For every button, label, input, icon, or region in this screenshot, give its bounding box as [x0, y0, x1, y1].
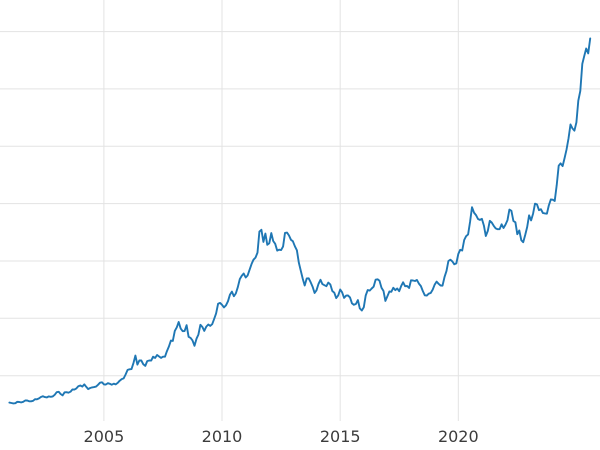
price-series-line [8, 37, 592, 405]
x-tick-label: 2010 [202, 427, 243, 446]
x-tick-label: 2005 [84, 427, 125, 446]
x-tick-label: 2020 [438, 427, 479, 446]
grid-lines [0, 0, 600, 421]
x-axis-tick-labels: 2005 2010 2015 2020 [84, 427, 479, 446]
x-tick-label: 2015 [320, 427, 361, 446]
